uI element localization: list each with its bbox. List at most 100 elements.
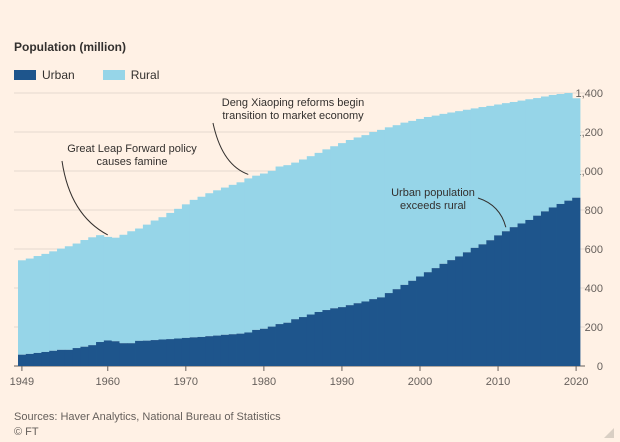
bar-urban-2005 [455,256,464,366]
bar-urban-1977 [236,333,245,366]
bar-urban-1972 [197,336,206,366]
bar-urban-1969 [174,338,183,366]
bar-urban-2009 [486,240,495,366]
y-tick-label: 600 [585,244,603,256]
bar-rural-1974 [213,190,222,336]
bar-rural-1956 [72,243,81,349]
bar-urban-2012 [509,227,518,366]
bar-urban-2020 [572,197,581,366]
bar-rural-2011 [501,103,511,232]
annotation-great-leap: Great Leap Forward policy [67,143,197,155]
bar-urban-1961 [111,341,120,366]
bar-urban-1950 [25,353,35,366]
legend-label-urban: Urban [42,68,75,82]
annotation-connector-urban [477,197,507,228]
bar-rural-2010 [494,104,503,236]
bar-urban-1994 [369,299,378,366]
bar-urban-1952 [41,351,50,366]
x-tick-label: 2010 [486,376,510,388]
bar-rural-1978 [244,178,253,333]
legend-item-urban: Urban [14,68,75,82]
bar-rural-2003 [439,113,448,264]
x-tick-label: 1990 [330,376,354,388]
x-tick-label: 2000 [408,376,432,388]
x-tick-label: 1949 [10,376,34,388]
bar-rural-2007 [470,108,479,248]
bar-rural-2019 [564,93,573,201]
bar-urban-1989 [330,308,339,366]
bar-urban-2017 [548,207,557,366]
bar-urban-1960 [103,340,113,366]
bar-rural-1951 [33,256,42,353]
bar-urban-1991 [345,305,355,366]
bar-rural-1981 [267,170,276,327]
bar-urban-2014 [525,219,534,366]
bar-rural-1969 [174,208,183,339]
bar-urban-1968 [166,339,175,366]
bar-urban-1990 [338,307,347,366]
bar-urban-1959 [96,342,105,366]
bar-rural-1999 [408,120,417,281]
bar-urban-1983 [283,322,292,366]
bar-urban-1982 [275,324,284,366]
bar-urban-1996 [384,293,394,366]
bar-rural-1991 [345,139,355,306]
annotation-deng-reforms: transition to market economy [222,110,364,122]
annotation-deng-reforms: Deng Xiaoping reforms begin [222,97,364,109]
bar-rural-1988 [322,149,331,311]
bar-rural-1976 [228,184,237,335]
ft-credit: © FT [14,426,39,438]
bar-urban-2019 [564,200,573,366]
bar-urban-1975 [220,334,230,366]
bar-rural-1985 [299,159,308,318]
bar-rural-1990 [338,143,347,308]
bar-rural-2004 [447,112,456,261]
bar-urban-2006 [462,252,472,366]
bar-rural-2018 [556,93,565,204]
bar-rural-1984 [291,162,300,320]
bar-urban-1965 [142,340,152,366]
bar-rural-1953 [49,251,58,351]
bar-rural-1952 [41,253,50,352]
bar-urban-2018 [556,203,565,366]
bar-urban-1988 [322,310,331,366]
annotation-connector-great-leap [61,160,108,236]
bar-urban-1957 [80,346,89,366]
bar-rural-1975 [220,187,230,335]
bar-urban-1981 [267,326,276,366]
bar-urban-1979 [252,329,261,366]
bar-rural-1958 [88,237,97,346]
bar-rural-1979 [252,175,261,330]
bar-rural-2014 [525,99,534,220]
bar-urban-2016 [540,211,550,366]
legend-swatch-urban [14,70,36,80]
bar-urban-1987 [314,311,323,366]
bar-rural-1994 [369,132,378,300]
bar-rural-1962 [119,234,128,344]
y-tick-label: 1,000 [575,166,603,178]
corner-fold-icon [604,428,614,438]
y-tick-label: 1,400 [575,88,603,100]
bar-urban-2007 [470,247,479,366]
bar-rural-1998 [400,122,409,285]
bar-rural-1960 [103,236,113,341]
x-tick-label: 2020 [564,376,588,388]
bar-rural-2016 [540,96,550,212]
bar-rural-2001 [423,116,433,273]
bar-urban-2015 [533,215,542,366]
bar-rural-1980 [259,173,269,329]
bar-urban-1966 [150,340,159,366]
bar-urban-2011 [501,231,511,366]
bar-urban-1995 [377,297,386,366]
bar-urban-1958 [88,345,97,366]
bar-rural-2006 [462,109,472,253]
source-note: Sources: Haver Analytics, National Burea… [14,411,281,423]
bar-urban-1956 [72,348,81,366]
y-tick-label: 1,200 [575,127,603,139]
bar-rural-2015 [533,98,542,216]
bar-urban-1970 [181,337,191,366]
bar-rural-1966 [150,220,159,341]
bar-urban-2003 [439,263,448,366]
bar-rural-1950 [25,258,35,354]
